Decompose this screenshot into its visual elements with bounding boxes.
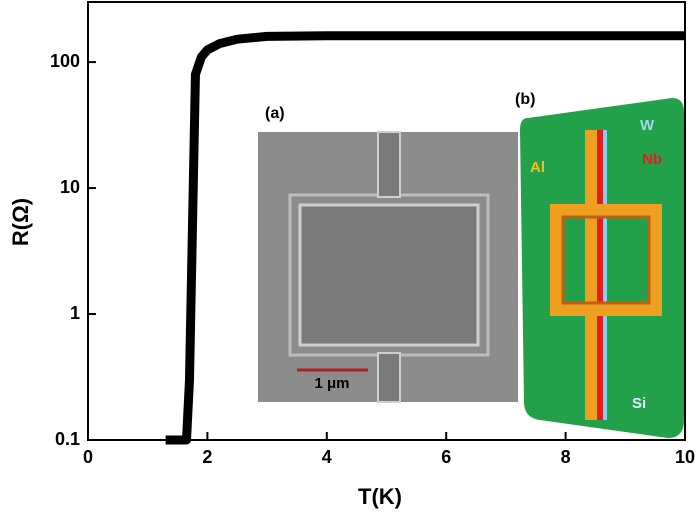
material-label: Si [632, 395, 646, 412]
y-tick-label: 100 [50, 51, 80, 71]
y-axis-label: R(Ω) [8, 198, 33, 246]
sem-loop [298, 203, 480, 347]
x-tick-label: 0 [83, 447, 93, 467]
x-axis-label: T(K) [358, 484, 402, 509]
inset-a: 1 μm (a) [258, 105, 518, 403]
x-tick-label: 6 [441, 447, 451, 467]
al-lead [585, 130, 597, 420]
y-tick-label: 1 [70, 303, 80, 323]
x-tick-label: 2 [202, 447, 212, 467]
inset-b: (b) W Nb Al Si [515, 91, 684, 438]
y-tick-label: 0.1 [55, 429, 80, 449]
data-line [165, 31, 685, 445]
inset-label: (a) [265, 105, 285, 122]
x-tick-label: 8 [561, 447, 571, 467]
scale-bar-label: 1 μm [314, 375, 349, 392]
x-tick-label: 10 [675, 447, 695, 467]
w-lead [603, 130, 607, 420]
sem-lead-bottom [377, 352, 401, 403]
plot-frame [87, 1, 686, 441]
loop-inner [561, 215, 651, 305]
y-tick-label: 10 [60, 177, 80, 197]
sem-lead-top [377, 131, 401, 198]
material-label: Al [530, 159, 545, 176]
material-label: W [640, 117, 655, 134]
loop [550, 204, 662, 316]
inset-label: (b) [515, 91, 535, 108]
nb-lead [597, 130, 603, 420]
material-label: Nb [642, 151, 662, 168]
x-tick-label: 4 [322, 447, 332, 467]
